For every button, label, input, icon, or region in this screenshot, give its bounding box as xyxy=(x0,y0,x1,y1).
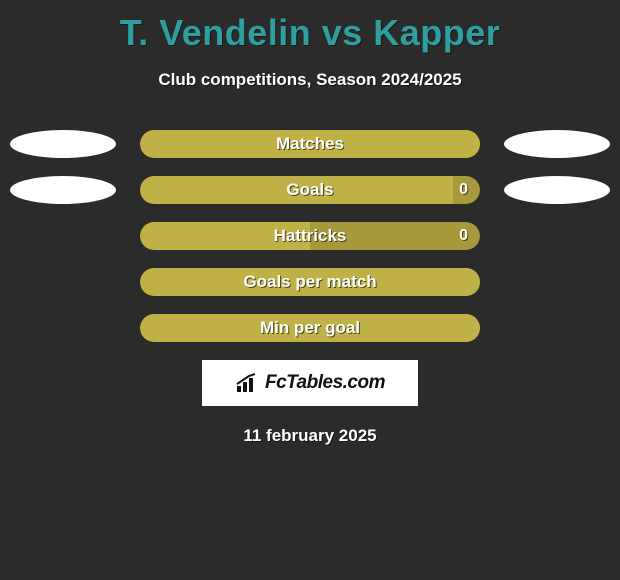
stat-rows: MatchesGoals0Hattricks0Goals per matchMi… xyxy=(0,130,620,342)
bar-label: Matches xyxy=(140,130,480,158)
stat-bar: Matches xyxy=(140,130,480,158)
bar-right-value: 0 xyxy=(459,222,468,250)
left-value-pill xyxy=(10,130,116,158)
bar-right-value: 0 xyxy=(459,176,468,204)
chart-icon xyxy=(235,372,259,394)
bar-label: Goals per match xyxy=(140,268,480,296)
stat-row: Hattricks0 xyxy=(0,222,620,250)
stat-bar: Hattricks0 xyxy=(140,222,480,250)
bar-label: Min per goal xyxy=(140,314,480,342)
source-logo: FcTables.com xyxy=(202,360,418,406)
right-value-pill xyxy=(504,176,610,204)
right-value-pill xyxy=(504,130,610,158)
stat-row: Goals0 xyxy=(0,176,620,204)
page-title: T. Vendelin vs Kapper xyxy=(0,0,620,54)
bar-label: Hattricks xyxy=(140,222,480,250)
stat-row: Goals per match xyxy=(0,268,620,296)
bar-label: Goals xyxy=(140,176,480,204)
date-line: 11 february 2025 xyxy=(0,426,620,446)
subtitle: Club competitions, Season 2024/2025 xyxy=(0,70,620,90)
stat-bar: Goals per match xyxy=(140,268,480,296)
stat-bar: Min per goal xyxy=(140,314,480,342)
left-value-pill xyxy=(10,176,116,204)
stat-row: Matches xyxy=(0,130,620,158)
stat-bar: Goals0 xyxy=(140,176,480,204)
stat-row: Min per goal xyxy=(0,314,620,342)
logo-text: FcTables.com xyxy=(265,372,385,394)
